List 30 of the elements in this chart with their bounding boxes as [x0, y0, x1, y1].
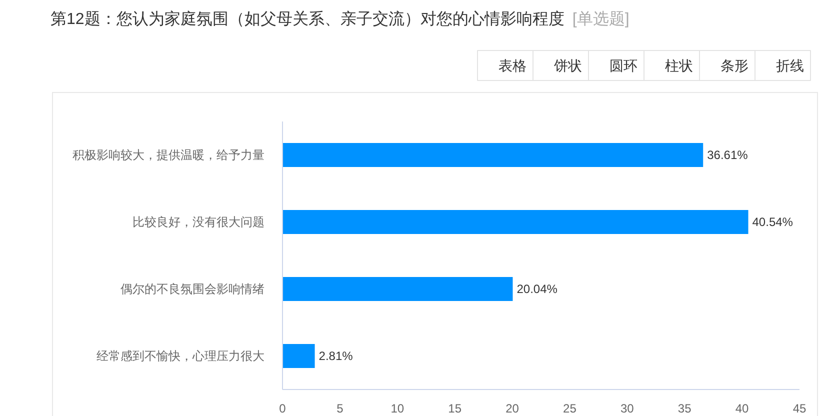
text: 圆环	[609, 58, 638, 74]
data-label: 2.81%	[318, 349, 354, 363]
bar	[282, 344, 315, 368]
text: 条形	[720, 58, 748, 74]
data-label: 40.54%	[752, 215, 794, 229]
x-tick-label: 25	[563, 402, 577, 416]
x-tick-label: 20	[506, 402, 520, 416]
text: 折线	[776, 58, 804, 74]
y-tick-label: 积极影响较大，提供温暖，给予力量	[72, 148, 264, 162]
text: 柱状	[664, 58, 693, 74]
x-tick-label: 10	[390, 402, 404, 416]
x-tick-label: 15	[448, 402, 462, 416]
data-label: 36.61%	[707, 148, 748, 162]
y-tick-label: 偶尔的不良氛围会影响情绪	[120, 282, 264, 296]
text: 表格	[498, 58, 526, 74]
x-tick-label: 45	[792, 402, 806, 416]
x-tick-label: 35	[678, 402, 692, 416]
bar	[282, 142, 704, 168]
x-tick-label: 30	[620, 402, 634, 416]
text: 饼状	[552, 58, 582, 74]
y-tick-label: 比较良好，没有很大问题	[132, 215, 264, 229]
chart-subtitle: [单选题]	[572, 10, 630, 28]
chart-title: 第12题：您认为家庭氛围（如父母关系、亲子交流）对您的心情影响程度	[50, 10, 564, 28]
x-tick-label: 5	[336, 402, 344, 416]
x-tick-label: 40	[735, 402, 750, 416]
bar	[282, 276, 513, 302]
data-label: 20.04%	[516, 282, 558, 296]
x-tick-label: 0	[279, 402, 286, 416]
bar	[282, 210, 748, 234]
y-tick-label: 经常感到不愉快，心理压力很大	[96, 349, 264, 363]
